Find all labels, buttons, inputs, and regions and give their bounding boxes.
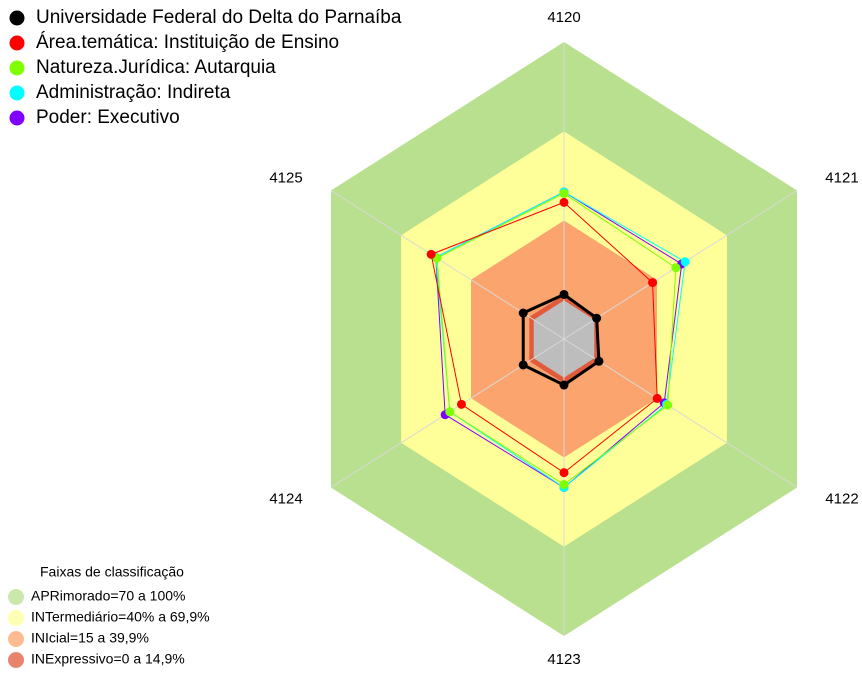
series-point [518, 360, 528, 370]
axis-label: 4122 [825, 490, 858, 507]
legend-label: Universidade Federal do Delta do Parnaíb… [36, 7, 402, 28]
series-point [559, 197, 569, 207]
band-legend-label: INIcial=15 a 39,9% [31, 630, 149, 646]
series-point [648, 278, 658, 288]
legend-label: Poder: Executivo [36, 107, 180, 128]
axis-label: 4120 [547, 9, 580, 26]
band-legend-marker [8, 631, 24, 647]
legend-marker [9, 110, 25, 126]
band-legend-label: INExpressivo=0 a 14,9% [31, 651, 185, 667]
series-point [559, 480, 569, 490]
bands-legend-title: Faixas de classificação [40, 564, 184, 580]
axis-label: 4124 [269, 490, 302, 507]
band-legend-marker [8, 589, 24, 605]
series-point [652, 393, 662, 403]
band-legend-marker [8, 610, 24, 626]
legend-label: Administração: Indireta [36, 82, 231, 103]
series-point [663, 400, 673, 410]
series-point [559, 468, 569, 478]
legend-marker [9, 35, 25, 51]
axis-label: 4123 [547, 651, 580, 668]
series-point [671, 263, 681, 273]
legend-label: Natureza.Jurídica: Autarquia [36, 57, 276, 78]
spoke [563, 338, 798, 488]
series-point [594, 356, 604, 366]
series-point [592, 313, 602, 323]
series-point [445, 407, 455, 417]
legend-marker [9, 10, 25, 26]
series-point [518, 308, 528, 318]
band-legend-label: APRimorado=70 a 100% [31, 588, 186, 604]
series-point [559, 380, 569, 390]
series-point [559, 188, 569, 198]
band-legend-label: INTermediário=40% a 69,9% [31, 609, 210, 625]
legend-marker [9, 60, 25, 76]
band-legend-marker [8, 652, 24, 668]
legend-label: Área.temática: Instituição de Ensino [36, 32, 339, 53]
series-point [456, 399, 466, 409]
series-point [426, 249, 436, 259]
series-point [680, 257, 690, 267]
axis-label: 4125 [269, 169, 302, 186]
series-point [559, 289, 569, 299]
legend-marker [9, 85, 25, 101]
axis-label: 4121 [825, 169, 858, 186]
